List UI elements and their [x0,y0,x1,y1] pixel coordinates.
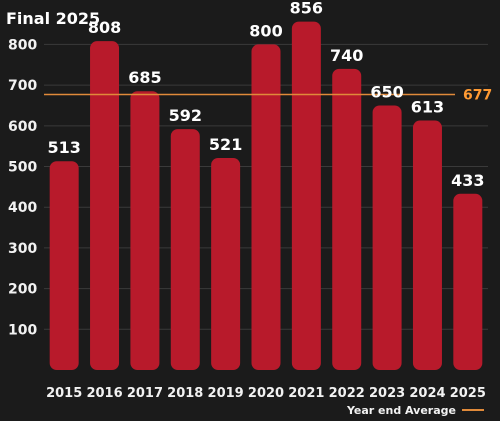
data-label: 800 [249,21,282,40]
x-tick-label: 2019 [208,386,244,401]
y-tick-label: 500 [8,160,37,176]
data-label: 856 [290,0,323,18]
bar [251,44,281,370]
y-tick-label: 400 [8,200,37,216]
bar [130,91,160,370]
axis-layer: 100 200 300 400 500 600 700 800 2015 2016 2017 2018… [8,37,486,401]
data-label: 685 [128,68,161,87]
chart-title: Final 2025 [6,9,100,28]
bar [49,161,79,370]
bar [453,193,483,370]
legend-label: Year end Average [346,404,456,417]
y-tick-label: 200 [8,282,37,298]
y-tick-label: 700 [8,78,37,94]
bar [291,21,321,371]
x-tick-label: 2015 [46,386,82,401]
y-tick-label: 300 [8,241,37,257]
y-tick-label: 800 [8,37,37,53]
bars-layer [49,21,483,371]
data-label: 521 [209,135,242,154]
data-label: 808 [88,18,121,37]
bar [170,129,200,370]
bar [412,120,442,370]
bar [332,68,362,370]
data-label: 592 [169,106,202,125]
data-label: 740 [330,46,363,65]
x-tick-label: 2024 [409,386,445,401]
x-tick-label: 2021 [288,386,324,401]
x-tick-label: 2017 [127,386,163,401]
x-tick-label: 2016 [86,386,122,401]
x-tick-label: 2025 [450,386,486,401]
data-label: 613 [411,98,444,117]
x-tick-label: 2023 [369,386,405,401]
labels-layer: 513 808 685 592 521 800 856 740 650 613 433 [47,0,484,190]
y-tick-label: 100 [8,322,37,338]
average-layer: 677 [44,87,492,103]
x-tick-label: 2022 [329,386,365,401]
bar [90,41,120,371]
data-label: 650 [370,82,403,101]
average-label: 677 [463,87,492,103]
data-label: 513 [47,138,80,157]
bar [211,157,241,370]
bar [372,105,402,370]
x-tick-label: 2020 [248,386,284,401]
data-label: 433 [451,171,484,190]
legend: Year end Average [346,404,484,417]
y-tick-label: 600 [8,119,37,135]
x-tick-label: 2018 [167,386,203,401]
